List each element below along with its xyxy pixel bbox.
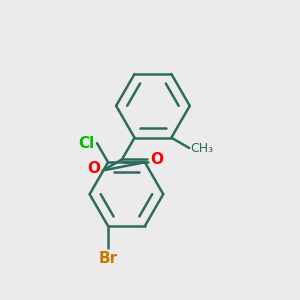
Text: CH₃: CH₃: [191, 142, 214, 154]
Text: Cl: Cl: [78, 136, 94, 151]
Text: O: O: [87, 161, 100, 176]
Text: O: O: [151, 152, 164, 167]
Text: Br: Br: [98, 251, 118, 266]
